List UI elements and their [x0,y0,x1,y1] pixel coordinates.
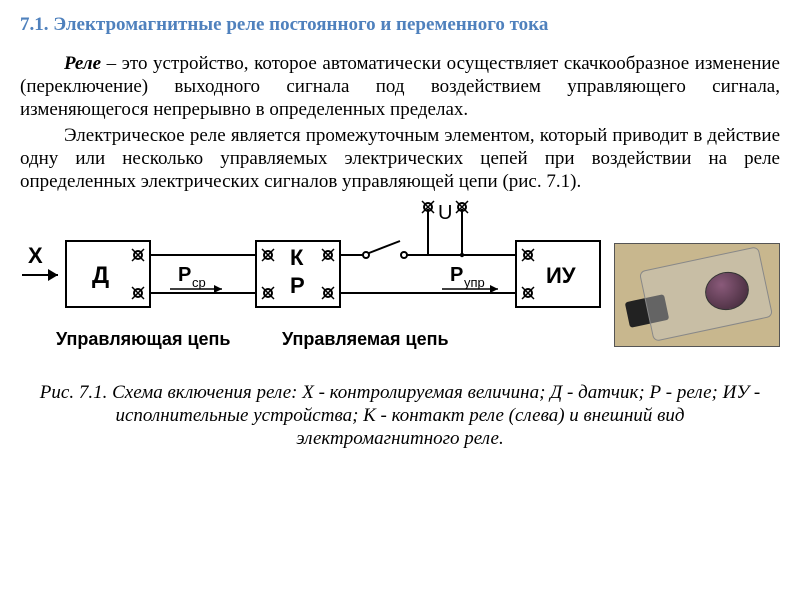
label-k: К [290,245,304,270]
paragraph-2: Электрическое реле является промежуточны… [20,124,780,194]
label-x: X [28,243,43,268]
label-pupr: Р [450,264,463,286]
label-controlling-circuit: Управляющая цепь [56,329,230,349]
figure-caption: Рис. 7.1. Схема включения реле: Х - конт… [32,381,768,451]
term-rele: Реле [64,53,101,74]
label-controlled-circuit: Управляемая цепь [282,329,449,349]
paragraph-1: Реле – это устройство, которое автоматич… [20,52,780,122]
relay-diagram: X Д Р ср [20,197,620,377]
para1-rest: – это устройство, которое автоматически … [20,53,780,120]
label-u: U [438,202,452,224]
label-iu: ИУ [546,263,576,288]
figure-area: X Д Р ср [20,197,780,377]
section-heading: 7.1. Электромагнитные реле постоянного и… [20,14,780,36]
label-pcp-sub: ср [192,275,206,290]
relay-photo [614,243,780,347]
label-pupr-sub: упр [464,275,485,290]
label-d: Д [92,262,109,289]
label-p: Р [290,273,305,298]
page: 7.1. Электромагнитные реле постоянного и… [0,0,800,600]
label-pcp: Р [178,264,191,286]
